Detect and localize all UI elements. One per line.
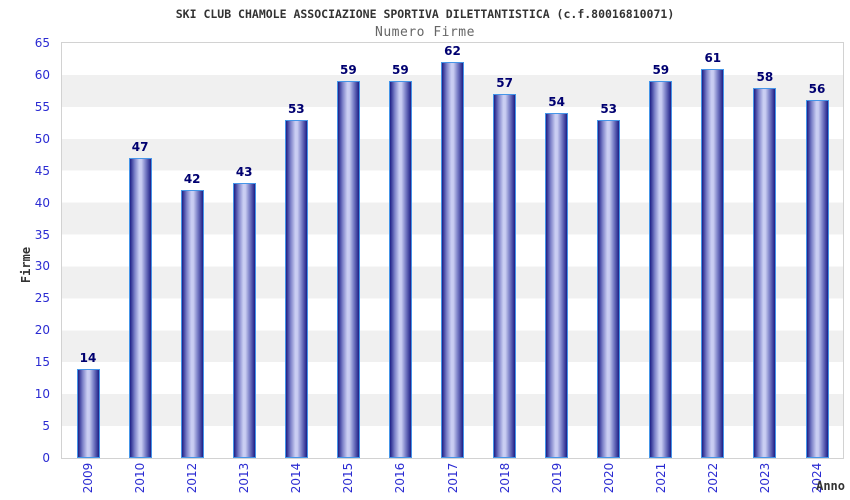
bar-value-label: 47 <box>131 140 149 154</box>
x-tick-label-2009: 2009 <box>81 462 95 494</box>
bar-2022 <box>701 69 725 458</box>
y-tick-label: 0 <box>42 451 50 465</box>
bar-2009 <box>76 369 100 458</box>
chart-title: SKI CLUB CHAMOLE ASSOCIAZIONE SPORTIVA D… <box>175 7 675 21</box>
x-tick-label-2013: 2013 <box>237 462 252 494</box>
x-tick-label-2022: 2022 <box>705 462 720 494</box>
x-tick-label-2023: 2023 <box>757 462 772 494</box>
bar-value-label: 14 <box>79 351 97 365</box>
bar-value-label: 43 <box>235 165 253 179</box>
bar-2018 <box>493 94 517 458</box>
bar-2024 <box>805 100 829 458</box>
y-tick-label: 60 <box>34 67 50 82</box>
x-axis-labels: 2009 2010 2012 2013 2014 2015 2016 2017 2018 2019… <box>62 458 843 500</box>
bar-value-label: 54 <box>548 95 565 109</box>
bar-2016 <box>388 81 412 458</box>
y-tick-label: 10 <box>34 387 50 402</box>
x-tick-label-2024: 2024 <box>810 462 824 494</box>
y-tick-label: 40 <box>34 195 50 210</box>
x-tick-label-2018: 2018 <box>497 462 512 494</box>
bar-2012 <box>180 190 204 458</box>
bar-value-label: 56 <box>808 82 826 96</box>
x-tick-label-2020: 2020 <box>601 462 616 494</box>
x-tick-label-2017: 2017 <box>445 462 460 494</box>
bar-2017 <box>441 62 464 458</box>
y-tick-label: 45 <box>34 163 50 178</box>
bar-value-label: 53 <box>287 102 305 116</box>
bar-value-label: 58 <box>756 70 774 84</box>
x-tick-label-2021: 2021 <box>653 462 668 494</box>
y-tick-label: 65 <box>34 36 50 50</box>
x-tick-label-2016: 2016 <box>393 462 408 494</box>
plot-area: 14 47 42 43 53 59 59 62 57 54 53 59 61 58 56 <box>61 42 844 459</box>
y-tick-label: 15 <box>34 355 50 370</box>
chart-subtitle: Numero Firme <box>375 25 475 40</box>
x-tick-label-2012: 2012 <box>185 462 200 494</box>
x-axis-title: Anno <box>816 479 845 493</box>
bar-value-label: 62 <box>444 44 461 58</box>
bar-2023 <box>753 88 777 458</box>
bar-value-label: 59 <box>392 63 409 77</box>
x-tick-label-2019: 2019 <box>549 462 564 494</box>
bar-value-label: 53 <box>600 102 618 116</box>
bar-value-label: 42 <box>183 172 201 186</box>
y-tick-label: 30 <box>34 259 50 274</box>
y-tick-label: 25 <box>34 291 50 306</box>
bar-value-label: 57 <box>496 76 513 90</box>
bar-2021 <box>649 81 673 458</box>
y-tick-label: 35 <box>34 227 50 242</box>
x-tick-label-2015: 2015 <box>341 462 356 494</box>
bar-2019 <box>545 113 569 458</box>
bar-value-label: 59 <box>652 63 670 77</box>
x-tick-label-2014: 2014 <box>289 462 304 494</box>
bar-2013 <box>232 183 256 458</box>
bar-value-label: 59 <box>340 63 357 77</box>
bar-2015 <box>336 81 360 458</box>
bar-2014 <box>284 120 308 458</box>
y-tick-label: 50 <box>34 131 50 146</box>
y-tick-label: 5 <box>42 419 50 434</box>
bar-2020 <box>597 120 621 458</box>
bar-value-label: 61 <box>704 51 722 65</box>
y-tick-label: 55 <box>34 99 50 114</box>
y-tick-label: 20 <box>34 323 50 338</box>
x-tick-label-2010: 2010 <box>133 462 148 494</box>
y-axis-ticks: 0 5 10 15 20 25 30 35 40 45 50 55 60 65 <box>0 36 50 465</box>
bar-2010 <box>128 158 152 458</box>
